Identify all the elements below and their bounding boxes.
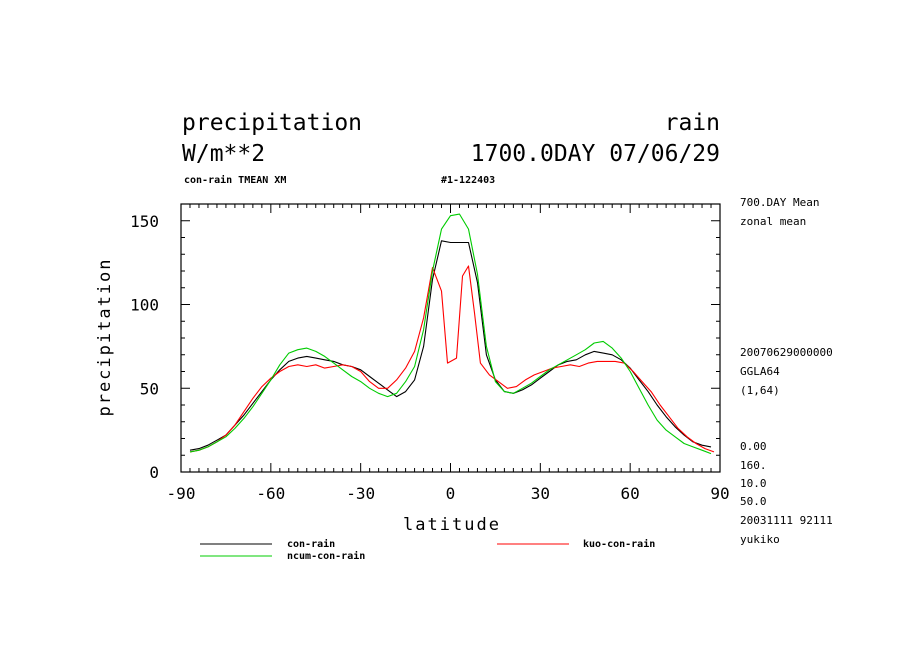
x-tick-label: -30	[346, 484, 375, 503]
chart-subtitle: con-rain TMEAN XM	[184, 174, 286, 186]
side-info-date: 20070629000000	[740, 346, 833, 359]
chart-time: 1700.0DAY 07/06/29	[471, 141, 720, 167]
side-info-stamp: 20031111 92111	[740, 514, 833, 527]
y-axis-label: precipitation	[95, 257, 115, 416]
legend: con-rain kuo-con-rain ncum-con-rain	[200, 538, 655, 562]
x-tick-label: 0	[446, 484, 456, 503]
x-tick-label: 60	[621, 484, 640, 503]
y-tick-label: 0	[149, 463, 159, 482]
side-info-zonal: zonal mean	[740, 215, 806, 228]
x-tick-label: 90	[710, 484, 729, 503]
x-tick-label: 30	[531, 484, 550, 503]
x-axis-label: latitude	[403, 515, 501, 535]
side-info-user: yukiko	[740, 533, 780, 546]
plot-frame	[180, 203, 721, 473]
series-lines	[189, 213, 715, 455]
x-tick-label: -90	[167, 484, 196, 503]
axis-ticks	[180, 203, 721, 473]
side-info-mean: 700.DAY Mean	[740, 196, 819, 209]
axis-tick-labels: -90 -60 -30 0 30 60 90 0 50 100 150	[130, 212, 730, 503]
chart-variable-name: rain	[665, 110, 720, 136]
side-info-index: (1,64)	[740, 384, 780, 397]
chart-run-id: #1-122403	[441, 175, 495, 186]
x-tick-label: -60	[256, 484, 285, 503]
series-line-kuo-con-rain	[189, 265, 715, 453]
legend-label-con-rain: con-rain	[287, 538, 335, 550]
series-line-ncum-con-rain	[189, 213, 712, 455]
legend-label-ncum-con-rain: ncum-con-rain	[287, 550, 365, 562]
side-info-grid: GGLA64	[740, 365, 780, 378]
y-tick-label: 150	[130, 212, 159, 231]
side-info-level: 50.0	[740, 495, 767, 508]
chart-variable-title: precipitation	[182, 110, 362, 136]
side-info-max: 160.	[740, 459, 767, 472]
chart-units: W/m**2	[182, 141, 265, 167]
y-tick-label: 100	[130, 296, 159, 315]
side-info-min: 0.00	[740, 440, 767, 453]
side-info-interval: 10.0	[740, 477, 767, 490]
legend-label-kuo-con-rain: kuo-con-rain	[583, 538, 655, 550]
series-line-con-rain	[189, 240, 712, 451]
y-tick-label: 50	[140, 379, 159, 398]
